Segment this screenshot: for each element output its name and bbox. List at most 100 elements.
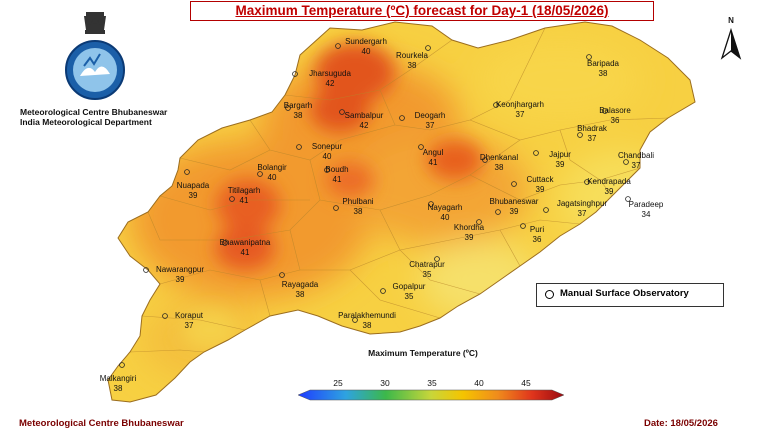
station-temperature: 37 — [185, 321, 194, 330]
station-marker-icon — [352, 317, 358, 323]
station-marker-icon — [222, 240, 228, 246]
station-marker-icon — [257, 171, 263, 177]
station-marker-icon — [324, 167, 330, 173]
station-name: Khordha — [454, 223, 485, 232]
station-name: Chatrapur — [409, 260, 445, 269]
station-temperature: 41 — [429, 158, 438, 167]
station-name: Cuttack — [526, 175, 554, 184]
station-temperature: 39 — [605, 187, 614, 196]
station-temperature: 37 — [632, 161, 641, 170]
station-name: Nayagarh — [428, 203, 463, 212]
station-name: Jajpur — [549, 150, 571, 159]
station-temperature: 39 — [189, 191, 198, 200]
station-name: Bhawanipatna — [220, 238, 271, 247]
station-marker-icon — [399, 115, 405, 121]
station-temperature: 39 — [176, 275, 185, 284]
station-marker-icon — [543, 207, 549, 213]
station-marker-icon — [495, 209, 501, 215]
station-marker-icon — [577, 132, 583, 138]
station-temperature: 39 — [536, 185, 545, 194]
legend-label: Manual Surface Observatory — [560, 288, 689, 299]
station-name: Paradeep — [629, 200, 664, 209]
station-temperature: 38 — [354, 207, 363, 216]
station-marker-icon — [511, 181, 517, 187]
station-temperature: 39 — [465, 233, 474, 242]
station-name: Jagatsinghpur — [557, 199, 608, 208]
station-temperature: 37 — [516, 110, 525, 119]
station-temperature: 40 — [323, 152, 332, 161]
colorbar-tick-label: 45 — [521, 378, 531, 388]
station-temperature: 38 — [294, 111, 303, 120]
station-name: Chandbali — [618, 151, 654, 160]
map-title: Maximum Temperature (ºC) forecast for Da… — [190, 1, 654, 21]
station-marker-icon — [520, 223, 526, 229]
station-marker-icon — [285, 105, 291, 111]
station-temperature: 41 — [240, 196, 249, 205]
station-marker-icon — [143, 267, 149, 273]
station-name: Bargarh — [284, 101, 312, 110]
station-temperature: 41 — [333, 175, 342, 184]
station-temperature: 37 — [426, 121, 435, 130]
station-marker-icon — [602, 108, 608, 114]
footer-date: Date: 18/05/2026 — [644, 418, 718, 429]
station-temperature: 40 — [441, 213, 450, 222]
station-temperature: 38 — [599, 69, 608, 78]
station-temperature: 35 — [405, 292, 414, 301]
station-temperature: 36 — [533, 235, 542, 244]
station-name: Nawarangpur — [156, 265, 204, 274]
colorbar: 25 30 35 40 45 — [297, 378, 565, 401]
colorbar-ticks: 25 30 35 40 45 — [333, 378, 531, 388]
state-outline — [107, 21, 696, 403]
station-marker-icon — [229, 196, 235, 202]
colorbar-tick-label: 35 — [427, 378, 437, 388]
station-temperature: 36 — [611, 116, 620, 125]
legend-box: Manual Surface Observatory — [536, 283, 724, 307]
station-temperature: 34 — [642, 210, 651, 219]
station-marker-icon — [625, 196, 631, 202]
station-name: Dhenkanal — [480, 153, 518, 162]
station-name: Bhadrak — [577, 124, 608, 133]
station-marker-icon — [335, 43, 341, 49]
station-marker-icon — [296, 144, 302, 150]
station-marker-icon — [279, 272, 285, 278]
station-marker-icon — [428, 201, 434, 207]
station-name: Jharsuguda — [309, 69, 351, 78]
station-marker-icon — [162, 313, 168, 319]
station-name: Gopalpur — [393, 282, 426, 291]
station-marker-icon — [586, 54, 592, 60]
station-marker-icon — [292, 71, 298, 77]
station-marker-icon — [476, 219, 482, 225]
station-temperature: 37 — [578, 209, 587, 218]
station-temperature: 40 — [362, 47, 371, 56]
imd-emblem-icon — [65, 12, 125, 100]
north-arrow-icon: N — [720, 16, 742, 60]
station-temperature: 38 — [363, 321, 372, 330]
station-temperature: 38 — [408, 61, 417, 70]
station-marker-icon — [184, 169, 190, 175]
station-name: Rayagada — [282, 280, 319, 289]
station-marker-icon — [418, 144, 424, 150]
station-name: Sundergarh — [345, 37, 387, 46]
